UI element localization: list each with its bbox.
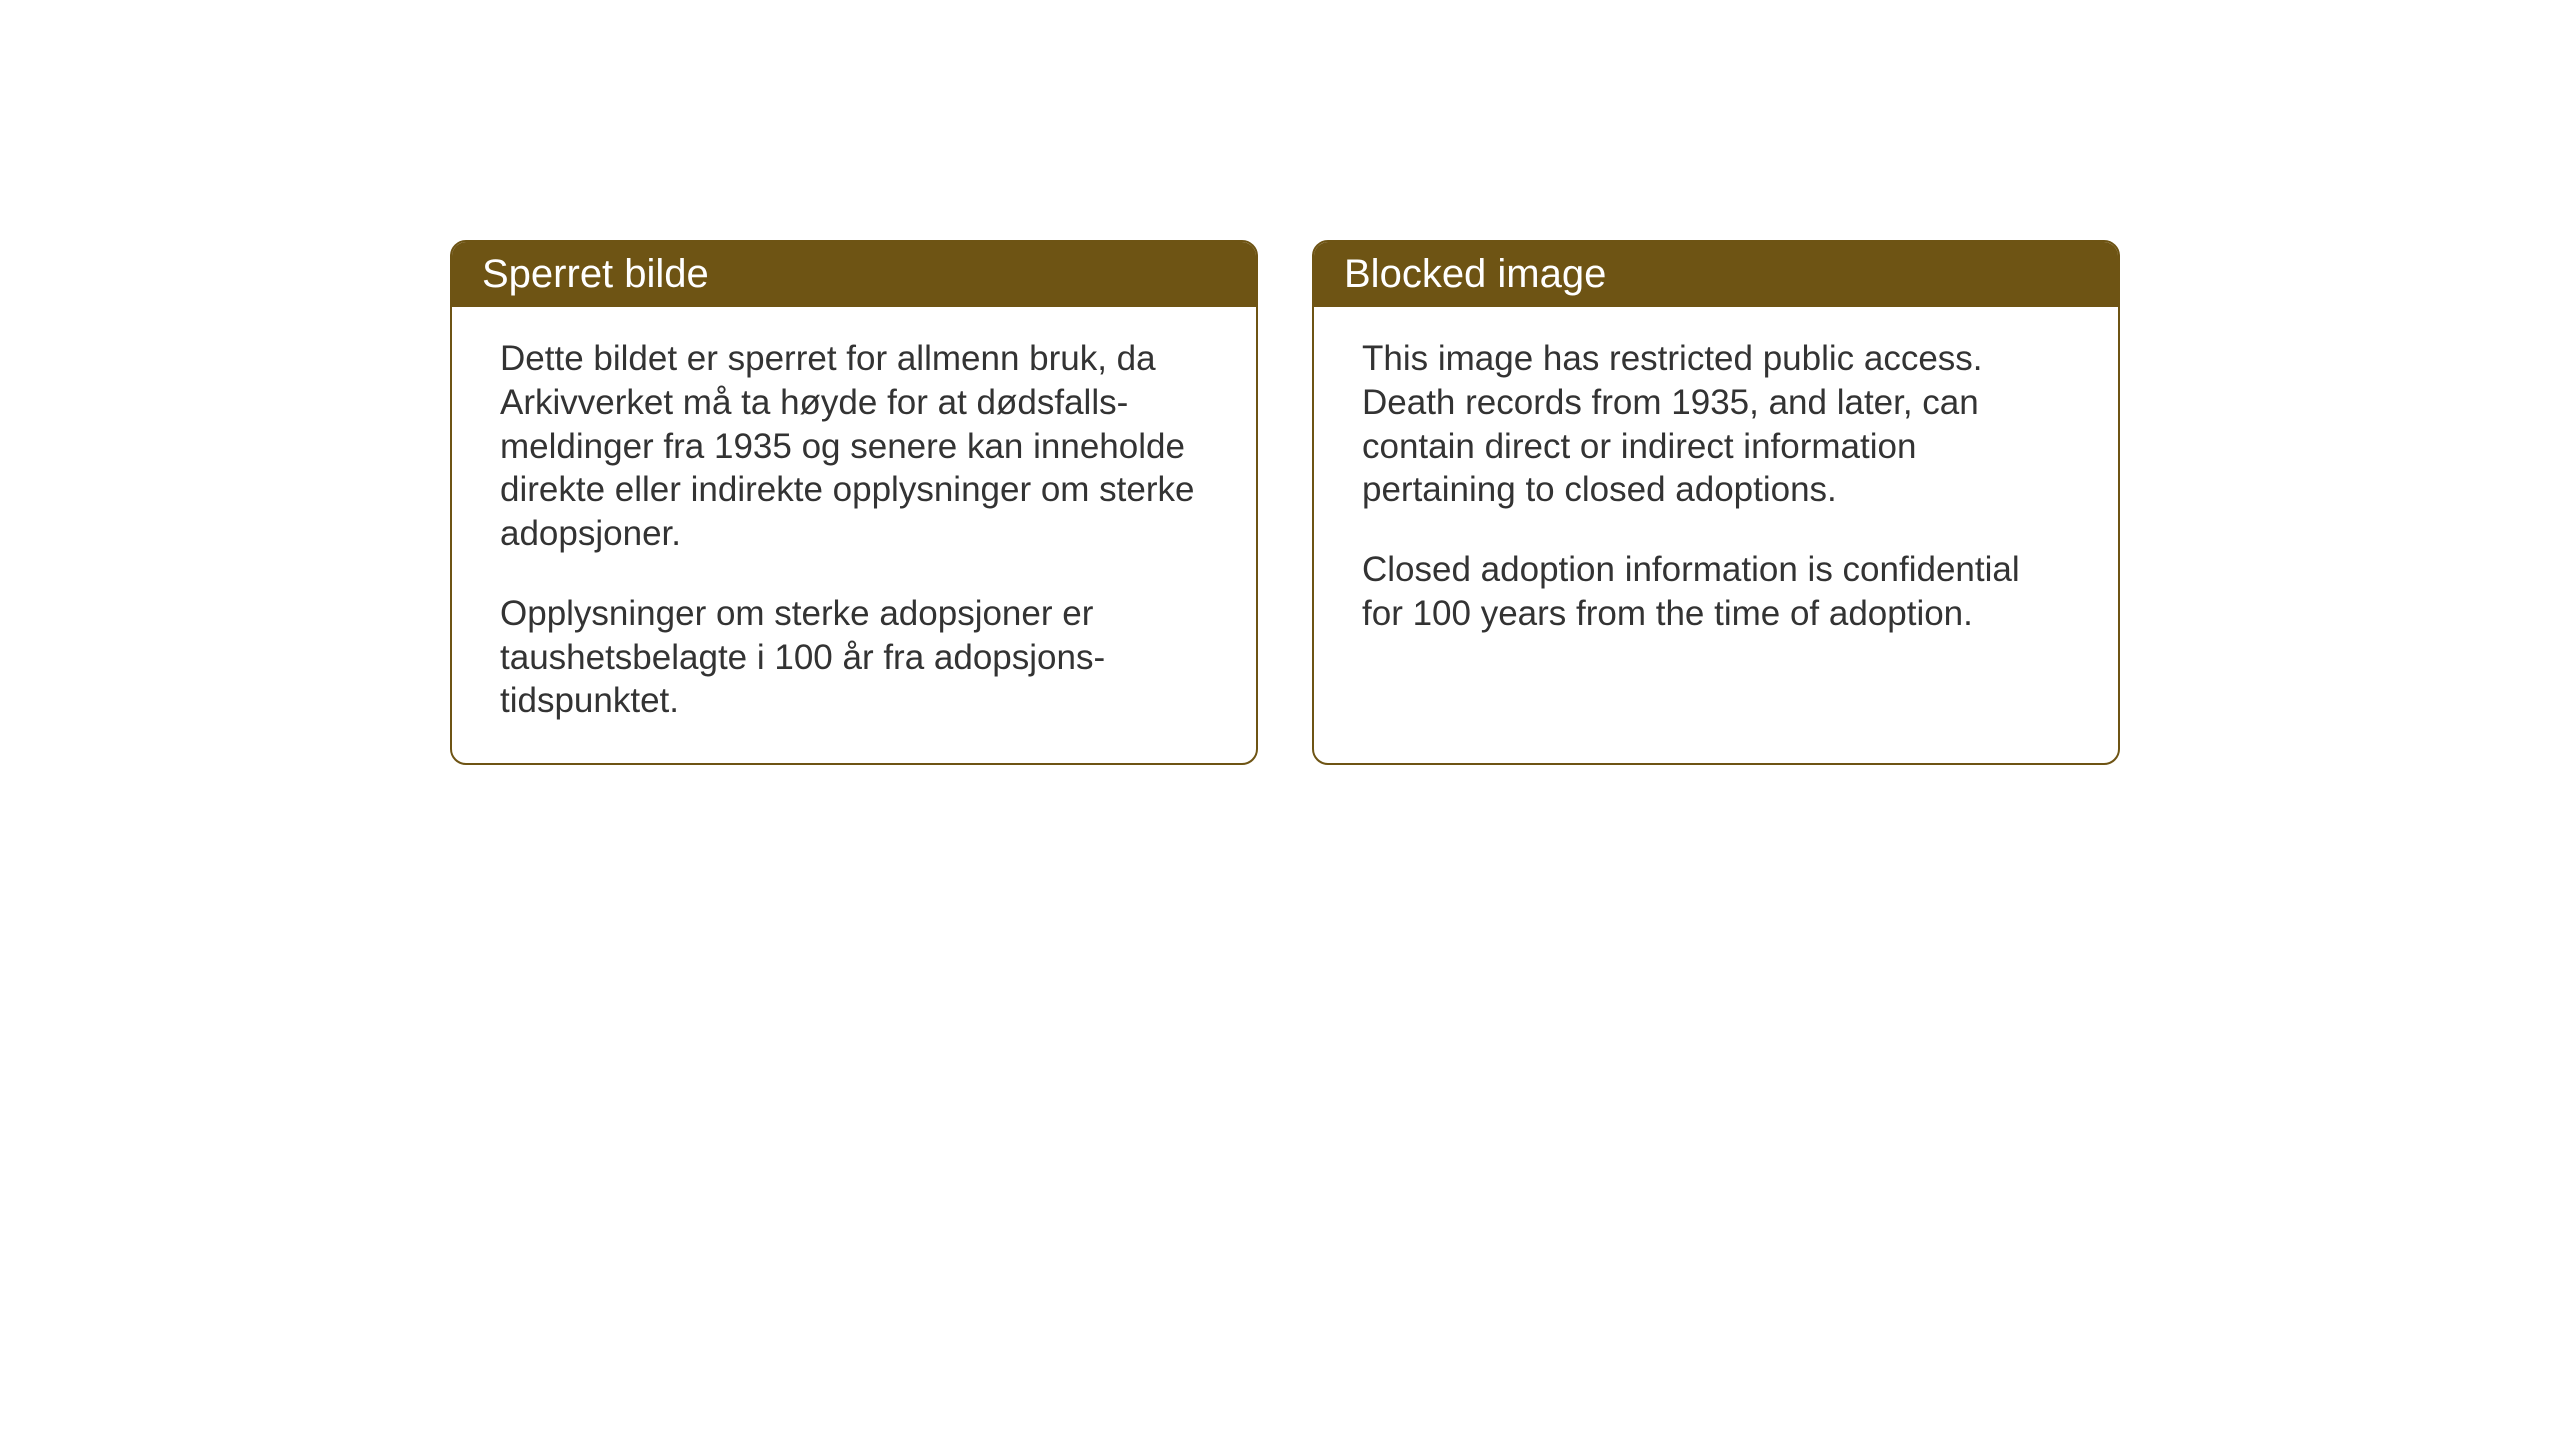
norwegian-notice-card: Sperret bilde Dette bildet er sperret fo… [450,240,1258,765]
norwegian-paragraph-2: Opplysninger om sterke adopsjoner er tau… [500,592,1208,723]
notice-cards-container: Sperret bilde Dette bildet er sperret fo… [450,240,2120,765]
english-paragraph-1: This image has restricted public access.… [1362,337,2070,512]
norwegian-card-title: Sperret bilde [452,242,1256,307]
english-card-title: Blocked image [1314,242,2118,307]
english-paragraph-2: Closed adoption information is confident… [1362,548,2070,636]
english-notice-card: Blocked image This image has restricted … [1312,240,2120,765]
norwegian-card-body: Dette bildet er sperret for allmenn bruk… [452,307,1256,763]
english-card-body: This image has restricted public access.… [1314,307,2118,737]
norwegian-paragraph-1: Dette bildet er sperret for allmenn bruk… [500,337,1208,556]
